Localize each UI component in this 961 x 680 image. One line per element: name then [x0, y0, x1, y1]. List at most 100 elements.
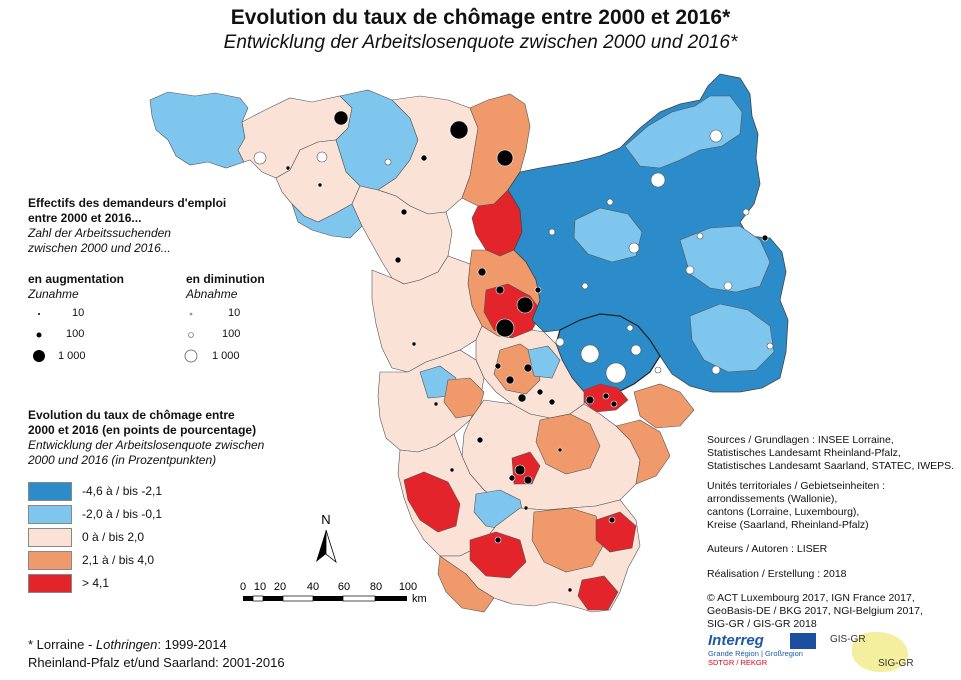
legend-classes-heading-de-2: 2000 und 2016 (in Prozentpunkten)	[28, 453, 217, 467]
sources-block: Sources / Grundlagen : INSEE Lorraine, S…	[707, 434, 954, 473]
north-arrow	[316, 529, 337, 564]
legend-swatch	[28, 482, 72, 501]
region-rlp-light-2	[679, 225, 771, 293]
legend-decrease-de: Abnahme	[186, 287, 238, 301]
legend-decrease-small	[189, 312, 193, 316]
circle-decrease	[555, 337, 565, 347]
copyright-line: GeoBasis-DE / BKG 2017, NGI-Belgium 2017…	[707, 605, 923, 617]
legend-class-row: -4,6 à / bis -2,1	[28, 480, 328, 503]
scale-bar: 0 10 20 40 60 80 100 km	[240, 581, 427, 605]
legend-swatch	[28, 574, 72, 593]
legend-decrease-heading: en diminution Abnahme	[186, 272, 265, 302]
region-sarrebourg	[615, 419, 671, 485]
legend-decrease-large	[184, 349, 198, 363]
legend-decrease-value: 10	[228, 307, 241, 319]
footnote: * Lorraine - Lothringen: 1999-2014 Rhein…	[28, 636, 285, 672]
circle-decrease	[628, 242, 640, 254]
circles-increase	[285, 110, 769, 593]
legend-class-label: 2,1 à / bis 4,0	[82, 553, 155, 567]
circle-increase	[317, 182, 323, 188]
map-subtitle: Entwicklung der Arbeitslosenquote zwisch…	[223, 32, 738, 53]
circle-increase	[610, 400, 618, 408]
legend-decrease-value: 1 000	[212, 350, 240, 362]
interreg-sub-2: SDTGR / REKGR	[708, 658, 768, 667]
units-line: cantons (Lorraine, Luxembourg),	[707, 506, 860, 518]
interreg-logo: Interreg Grande Région | Großregion SDTG…	[708, 632, 818, 674]
units-line: Kreise (Saarland, Rheinland-Pfalz)	[707, 519, 869, 531]
legend-circles-heading-fr: Effectifs des demandeurs d'emploi	[28, 196, 227, 210]
sig-gr-label: SIG-GR	[878, 658, 914, 669]
circle-decrease	[384, 158, 392, 166]
circle-increase	[567, 587, 573, 593]
circle-decrease	[654, 366, 662, 374]
region-rlp-light-1	[624, 95, 743, 169]
circle-decrease	[548, 228, 556, 236]
circle-decrease	[742, 208, 750, 216]
circle-increase	[536, 388, 544, 396]
eu-flag-icon	[790, 633, 816, 649]
copyright-line: © ACT Luxembourg 2017, IGN France 2017,	[707, 592, 915, 604]
circle-decrease	[580, 344, 600, 364]
legend-increase-heading: en augmentation Zunahme	[28, 272, 124, 302]
legend-increase-small	[38, 313, 40, 315]
circle-increase	[557, 447, 563, 453]
circle-decrease	[605, 362, 627, 384]
circle-decrease	[696, 232, 704, 240]
circle-increase	[333, 110, 349, 126]
legend-circles-heading-fr-2: entre 2000 et 2016...	[28, 211, 142, 225]
legend-classes-heading-fr: Evolution du taux de chômage entre	[28, 408, 235, 422]
source-line: Statistisches Landesamt Rheinland-Pfalz,	[707, 447, 901, 459]
legend-increase-large	[33, 350, 45, 362]
legend-class-row: -2,0 à / bis -0,1	[28, 503, 328, 526]
circle-increase	[495, 318, 515, 338]
circle-increase	[494, 362, 502, 370]
circle-increase	[523, 475, 533, 485]
footnote-part-italic: Lothringen	[95, 637, 158, 652]
legend-class-label: -4,6 à / bis -2,1	[82, 484, 163, 498]
legend-class-row: > 4,1	[28, 572, 328, 595]
legend-circles: Effectifs des demandeurs d'emploi entre …	[28, 196, 328, 256]
region-nancy-orange	[535, 413, 601, 475]
region-lorraine-blue-2	[527, 345, 561, 379]
source-line: Statistisches Landesamt Saarland, STATEC…	[707, 460, 955, 472]
footnote-part: * Lorraine -	[28, 637, 96, 652]
circle-increase	[523, 505, 529, 511]
region-rlp-light-3	[573, 207, 643, 263]
circle-decrease	[650, 172, 666, 188]
circle-increase	[495, 285, 505, 295]
region-wallonia-belgium-se	[291, 203, 363, 239]
gis-gr-shape-icon	[852, 632, 908, 672]
circle-increase	[534, 286, 542, 294]
circle-increase	[285, 165, 291, 171]
circle-increase	[585, 395, 595, 405]
circle-increase	[548, 398, 556, 406]
legend-class-row: 2,1 à / bis 4,0	[28, 549, 328, 572]
circle-increase	[602, 392, 610, 400]
legend-classes-heading-fr-2: 2000 et 2016 (en points de pourcentage)	[28, 423, 257, 437]
legend-decrease-value: 100	[222, 328, 241, 340]
map-title: Evolution du taux de chômage entre 2000 …	[230, 6, 731, 29]
circle-increase	[476, 436, 484, 444]
footnote-line-1: * Lorraine - Lothringen: 1999-2014	[28, 636, 285, 654]
circle-decrease	[723, 281, 733, 291]
realisation: Réalisation / Erstellung : 2018	[707, 568, 847, 580]
region-rlp-light-4	[689, 303, 775, 373]
legend-classes: Evolution du taux de chômage entre 2000 …	[28, 408, 328, 595]
circle-decrease	[581, 282, 589, 290]
legend-decrease-fr: en diminution	[186, 272, 265, 286]
circle-decrease	[711, 365, 721, 375]
region-vosges-red-3	[577, 575, 619, 611]
circle-increase	[505, 375, 515, 385]
legend-class-row: 0 à / bis 2,0	[28, 526, 328, 549]
circle-increase	[433, 401, 439, 407]
legend-increase-de: Zunahme	[28, 287, 79, 301]
region-meuse-red	[403, 471, 461, 533]
circle-increase	[608, 516, 616, 524]
authors: Auteurs / Autoren : LISER	[707, 543, 828, 555]
circle-increase	[477, 267, 487, 277]
circles-decrease	[253, 129, 774, 384]
gis-gr-logo: GIS-GR SIG-GR	[830, 630, 950, 676]
copyright-block: © ACT Luxembourg 2017, IGN France 2017, …	[707, 592, 923, 631]
footnote-line-2: Rheinland-Pfalz et/und Saarland: 2001-20…	[28, 655, 285, 670]
